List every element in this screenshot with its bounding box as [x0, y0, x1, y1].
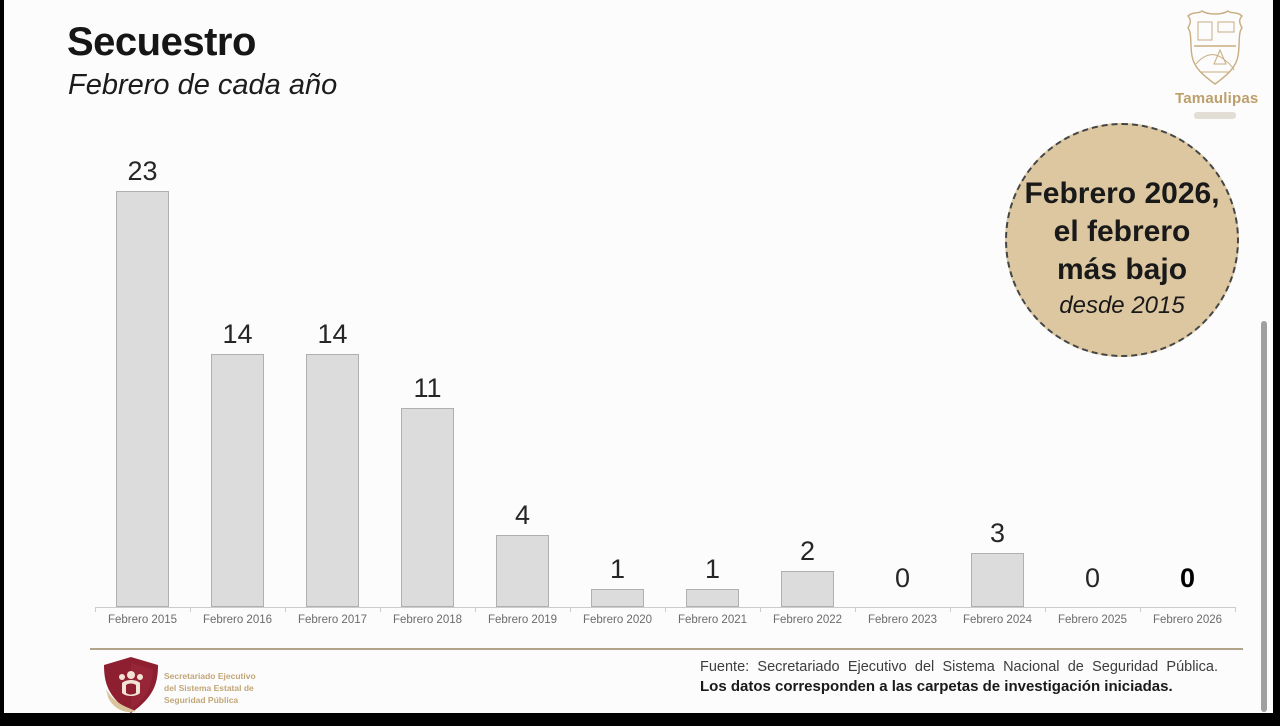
- bar: [686, 589, 739, 607]
- source-line-2: Los datos corresponden a las carpetas de…: [700, 678, 1173, 695]
- chart-column-febrero-2018: 11: [380, 150, 475, 607]
- badge-line-4: desde 2015: [1059, 292, 1185, 319]
- badge-line-3: más bajo: [1056, 253, 1188, 286]
- x-axis-label: Febrero 2020: [582, 614, 653, 626]
- x-axis-tick: [285, 607, 286, 612]
- bar: [401, 408, 454, 607]
- badge-line-1: Febrero 2026,: [1024, 177, 1220, 210]
- tamaulipas-wordmark: Tamaulipas: [1175, 90, 1259, 107]
- x-axis-labels: Febrero 2015 Febrero 2016 Febrero 2017 Febr…: [95, 614, 1235, 626]
- x-axis-tick: [760, 607, 761, 612]
- source-note: Fuente: Secretariado Ejecutivo del Siste…: [700, 659, 1218, 695]
- bar-value-label: 23: [127, 156, 158, 186]
- x-axis-tick: [190, 607, 191, 612]
- x-axis-label: Febrero 2025: [1057, 614, 1128, 626]
- x-axis-tick: [950, 607, 951, 612]
- bar-value-label: 11: [413, 373, 442, 403]
- coat-of-arms-icon: [1175, 6, 1255, 88]
- footer-org-line-2: del Sistema Estatal de: [164, 683, 254, 693]
- source-line-1: Fuente: Secretariado Ejecutivo del Siste…: [700, 659, 1218, 675]
- bar-value-label: 2: [799, 536, 816, 566]
- page-title: Secuestro: [67, 20, 256, 64]
- bottom-border: [0, 713, 1280, 726]
- right-border: [1273, 0, 1280, 726]
- bar-value-label: 3: [989, 518, 1006, 548]
- x-axis-tick: [855, 607, 856, 612]
- x-axis-tick: [1235, 607, 1236, 612]
- x-axis-label: Febrero 2022: [772, 614, 843, 626]
- chart-column-febrero-2021: 1: [665, 150, 760, 607]
- chart-column-febrero-2017: 14: [285, 150, 380, 607]
- x-axis-tick: [570, 607, 571, 612]
- x-axis-tick: [380, 607, 381, 612]
- bar: [496, 535, 549, 607]
- chart-column-febrero-2026: 0: [1140, 150, 1235, 607]
- bar-value-label: 0: [1179, 563, 1196, 593]
- bar: [971, 553, 1024, 607]
- footer-org-line-3: Seguridad Pública: [164, 695, 239, 705]
- bar-value-label: 14: [317, 319, 348, 349]
- x-axis-tick: [1045, 607, 1046, 612]
- x-axis-label: Febrero 2024: [962, 614, 1033, 626]
- vertical-scrollbar-thumb[interactable]: [1261, 321, 1267, 712]
- badge-line-2: el febrero: [1053, 215, 1191, 248]
- bar: [591, 589, 644, 607]
- chart-column-febrero-2022: 2: [760, 150, 855, 607]
- chart-column-febrero-2024: 3: [950, 150, 1045, 607]
- x-axis-tick: [475, 607, 476, 612]
- chart-column-febrero-2020: 1: [570, 150, 665, 607]
- bar-value-label: 1: [609, 554, 626, 584]
- left-border: [0, 0, 4, 726]
- x-axis-label: Febrero 2021: [677, 614, 748, 626]
- highlight-badge: Febrero 2026, el febrero más bajo desde …: [1005, 123, 1239, 357]
- bar-value-label: 0: [894, 563, 911, 593]
- chart-column-febrero-2016: 14: [190, 150, 285, 607]
- footer-org-text: Secretariado Ejecutivo del Sistema Estat…: [164, 670, 256, 706]
- crest-tagline-decoration: [1194, 112, 1236, 119]
- bar: [211, 354, 264, 607]
- bar-chart: 23 14 14 11 4 1 1 2 0 3 0 0: [95, 150, 1235, 607]
- chart-column-febrero-2019: 4: [475, 150, 570, 607]
- x-axis-label: Febrero 2016: [202, 614, 273, 626]
- tamaulipas-logo: Tamaulipas: [1175, 6, 1259, 119]
- footer-divider: [90, 648, 1243, 650]
- sesesp-shield-icon: [100, 655, 162, 720]
- chart-column-febrero-2015: 23: [95, 150, 190, 607]
- chart-column-febrero-2025: 0: [1045, 150, 1140, 607]
- bar-value-label: 0: [1084, 563, 1101, 593]
- x-axis-tick: [665, 607, 666, 612]
- bar-value-label: 1: [704, 554, 721, 584]
- x-axis-label: Febrero 2019: [487, 614, 558, 626]
- footer-org-line-1: Secretariado Ejecutivo: [164, 671, 256, 681]
- chart-column-febrero-2023: 0: [855, 150, 950, 607]
- bar: [306, 354, 359, 607]
- x-axis-tick: [95, 607, 96, 612]
- page-subtitle: Febrero de cada año: [68, 69, 338, 101]
- x-axis-label: Febrero 2017: [297, 614, 368, 626]
- x-axis-label: Febrero 2018: [392, 614, 463, 626]
- bar-value-label: 14: [222, 319, 253, 349]
- bar: [116, 191, 169, 607]
- bar-value-label: 4: [514, 500, 531, 530]
- x-axis-label: Febrero 2015: [107, 614, 178, 626]
- bar: [781, 571, 834, 607]
- x-axis-label: Febrero 2023: [867, 614, 938, 626]
- x-axis-tick: [1140, 607, 1141, 612]
- x-axis-label: Febrero 2026: [1152, 614, 1223, 626]
